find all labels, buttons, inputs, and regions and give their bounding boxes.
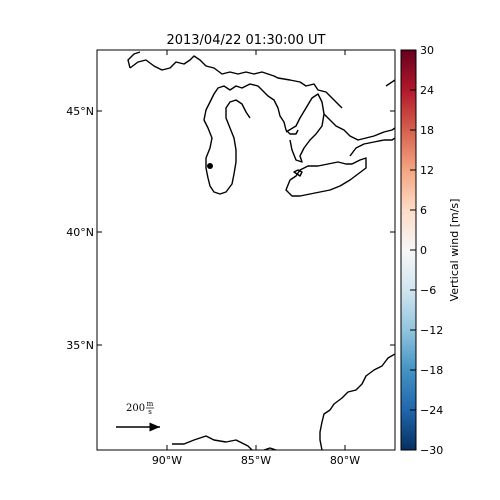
- colorbar-label: Vertical wind [m/s]: [448, 199, 461, 302]
- x-axis: 90°W 85°W 80°W: [152, 50, 360, 467]
- lake-st-clair: [293, 169, 303, 177]
- colorbar-ticks: [410, 49, 416, 451]
- gulf-coast-east: [263, 447, 277, 450]
- map-frame: [96, 49, 396, 451]
- y-tick-label-45n: 45°N: [66, 105, 94, 118]
- scale-arrow-unit-denominator: s: [148, 408, 152, 416]
- colorbar-tick-18: 18: [420, 124, 434, 137]
- colorbar-tick-24: 24: [420, 84, 434, 97]
- colorbar: 30 24 18 12 6 0 −6 −12 −18 −24 −30 Verti…: [400, 44, 461, 457]
- colorbar-tick-30: 30: [420, 44, 434, 57]
- lake-superior-shore: [129, 55, 343, 109]
- ontario-shore: [349, 137, 395, 157]
- y-axis: 45°N 40°N 35°N: [66, 105, 395, 352]
- atlantic-coast: [319, 353, 395, 450]
- lake-erie: [285, 157, 367, 197]
- colorbar-tick-0: 0: [420, 244, 427, 257]
- superior-west-shore: [127, 51, 141, 69]
- colorbar-tick-neg24: −24: [420, 404, 443, 417]
- colorbar-tick-6: 6: [420, 204, 427, 217]
- station-marker: [207, 163, 213, 169]
- colorbar-tick-neg12: −12: [420, 324, 443, 337]
- lake-michigan: [203, 83, 299, 195]
- lake-huron: [285, 93, 325, 163]
- x-tick-label-90w: 90°W: [152, 454, 182, 467]
- map-title: 2013/04/22 01:30:00 UT: [166, 33, 325, 48]
- y-tick-label-35n: 35°N: [66, 339, 94, 352]
- x-tick-label-85w: 85°W: [241, 454, 271, 467]
- scale-arrow-value: 200: [126, 403, 145, 414]
- colorbar-tick-neg30: −30: [420, 444, 443, 457]
- scale-arrow: 200 m s: [116, 400, 160, 432]
- gulf-coast: [172, 435, 253, 450]
- coastlines: [127, 51, 395, 450]
- colorbar-tick-neg18: −18: [420, 364, 443, 377]
- georgian-bay: [323, 113, 395, 141]
- y-tick-label-40n: 40°N: [66, 226, 94, 239]
- scale-arrow-unit-numerator: m: [147, 400, 154, 408]
- northeast-coast: [385, 79, 395, 87]
- colorbar-tick-12: 12: [420, 164, 434, 177]
- colorbar-tick-neg6: −6: [420, 284, 436, 297]
- x-tick-label-80w: 80°W: [330, 454, 360, 467]
